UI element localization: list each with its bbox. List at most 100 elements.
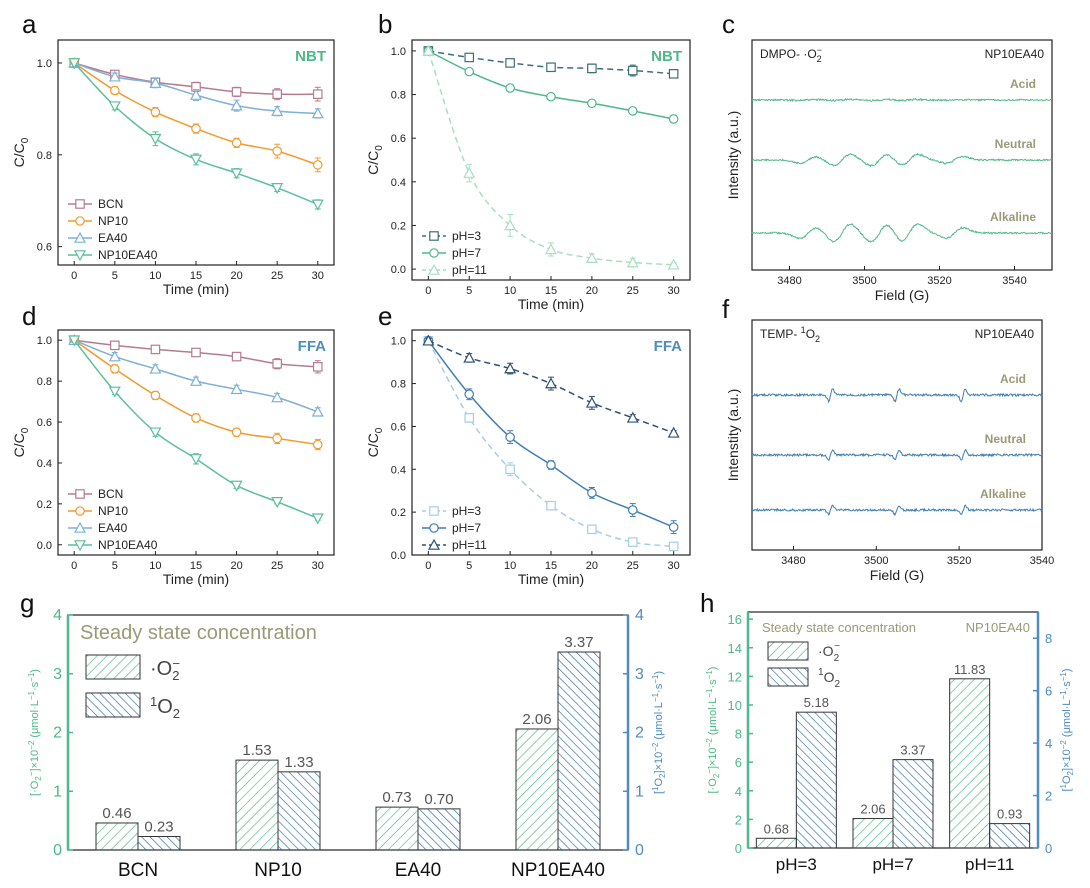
epr-trace-alkaline bbox=[751, 223, 1053, 243]
legend-label: NP10EA40 bbox=[98, 538, 158, 552]
bar-superoxide bbox=[852, 818, 894, 849]
legend-o: O bbox=[157, 696, 173, 718]
right-tick-label: 1 bbox=[635, 783, 644, 800]
bar-singlet-oxygen bbox=[277, 771, 321, 851]
category-label: pH=7 bbox=[872, 855, 913, 874]
right-tick-label: 6 bbox=[1045, 684, 1052, 699]
x-tick-label: 3480 bbox=[781, 555, 805, 567]
data-point bbox=[149, 427, 162, 439]
axis-label-part: O bbox=[653, 778, 665, 787]
bar-value-label: 11.83 bbox=[954, 662, 986, 677]
data-point bbox=[110, 364, 120, 374]
y-axis-label: C/C0 bbox=[365, 427, 385, 457]
trace-label: Acid bbox=[1010, 77, 1036, 91]
legend-swatch bbox=[85, 654, 141, 680]
y-tick-label: 0.6 bbox=[37, 242, 52, 254]
axis-label-part: −2 bbox=[705, 738, 714, 748]
left-tick-label: 16 bbox=[728, 612, 742, 627]
legend-subscript: 2 bbox=[834, 679, 840, 690]
left-tick-label: 4 bbox=[53, 607, 62, 624]
x-tick-label: 30 bbox=[312, 270, 324, 282]
axis-label-part: (μmol·L bbox=[707, 698, 719, 739]
data-point bbox=[271, 183, 284, 195]
data-point bbox=[667, 258, 680, 270]
y-tick-label: 0.4 bbox=[37, 458, 52, 470]
right-tick-label: 8 bbox=[1045, 631, 1052, 646]
legend-label: NP10 bbox=[98, 504, 128, 518]
y-axis-label: C/C0 bbox=[11, 137, 31, 167]
data-point bbox=[464, 52, 475, 63]
axis-label-part: ) bbox=[29, 669, 41, 673]
series-EA40 bbox=[68, 333, 324, 417]
axis-label-part: [ bbox=[653, 791, 665, 794]
x-tick-label: 10 bbox=[504, 560, 516, 572]
bar-superoxide bbox=[515, 728, 559, 851]
bar-singlet-oxygen bbox=[417, 808, 461, 851]
x-tick-label: 10 bbox=[504, 285, 516, 297]
data-point bbox=[546, 91, 556, 102]
data-point bbox=[189, 88, 203, 100]
legend-marker bbox=[75, 199, 85, 209]
right-tick-label: 4 bbox=[635, 607, 644, 624]
series-line bbox=[427, 340, 674, 528]
axis-label-part: (μmol·L bbox=[653, 702, 665, 743]
axis-label-part: −2 bbox=[1059, 740, 1068, 750]
x-tick-label: 20 bbox=[586, 560, 598, 572]
legend-label: BCN bbox=[98, 487, 123, 501]
axis-label-part: −1 bbox=[27, 672, 36, 682]
data-point bbox=[231, 351, 242, 362]
axis-label-part: ) bbox=[707, 667, 719, 671]
y-tick-label: 0.8 bbox=[391, 379, 406, 391]
axis-label-part: −2 bbox=[27, 740, 36, 750]
data-point bbox=[108, 101, 121, 113]
axis-label-part: ]×10 bbox=[653, 752, 665, 774]
x-tick-label: 0 bbox=[71, 560, 77, 572]
left-tick-label: 10 bbox=[728, 698, 742, 713]
data-point bbox=[311, 513, 324, 525]
series-line bbox=[427, 50, 674, 266]
legend-item: BCN bbox=[68, 487, 123, 501]
legend-label: pH=7 bbox=[452, 521, 481, 535]
trace-label: Alkaline bbox=[990, 210, 1036, 224]
data-point bbox=[544, 243, 558, 255]
legend-item: BCN bbox=[68, 197, 123, 211]
data-point bbox=[587, 98, 597, 109]
left-axis-label: [·O2−]×10−2 (μmol·L−1·s−1) bbox=[27, 669, 43, 796]
epr-trace-acid bbox=[751, 97, 1053, 102]
data-point bbox=[311, 405, 324, 417]
right-tick-label: 0 bbox=[635, 842, 644, 859]
x-tick-label: 10 bbox=[149, 270, 161, 282]
legend-superscript: 1 bbox=[150, 694, 157, 709]
data-point bbox=[626, 411, 639, 423]
legend-label: pH=3 bbox=[452, 229, 481, 243]
axis-label-part: −1 bbox=[27, 690, 36, 700]
title-o: O bbox=[806, 327, 815, 341]
series-NP10EA40 bbox=[68, 335, 324, 525]
legend-label: 1O2 bbox=[818, 667, 840, 690]
legend-subscript: 2 bbox=[834, 653, 840, 664]
data-point bbox=[149, 76, 162, 88]
axis-label-part: [ bbox=[1061, 788, 1073, 791]
x-tick-label: 5 bbox=[466, 560, 472, 572]
x-tick-label: 30 bbox=[668, 560, 680, 572]
legend-subscript: 2 bbox=[172, 668, 179, 683]
y-axis-label-subscript: 0 bbox=[374, 427, 385, 433]
data-point bbox=[110, 340, 120, 351]
reagent-tag: FFA bbox=[298, 338, 326, 355]
data-point bbox=[271, 391, 284, 403]
data-point bbox=[422, 44, 435, 56]
bar-value-label: 2.06 bbox=[522, 711, 551, 728]
epr-trace-alkaline bbox=[751, 504, 1043, 517]
category-label: BCN bbox=[118, 860, 158, 881]
trace-label: Neutral bbox=[985, 432, 1026, 446]
x-tick-label: 25 bbox=[271, 560, 283, 572]
data-point bbox=[504, 219, 517, 231]
axis-label-part: ]×10 bbox=[29, 750, 41, 772]
panel-label-b: b bbox=[378, 9, 392, 39]
axis-label-part: ·s bbox=[1061, 681, 1073, 691]
axis-label-part: 2 bbox=[658, 773, 667, 778]
x-tick-label: 5 bbox=[466, 285, 472, 297]
title-superscript: − bbox=[817, 45, 822, 55]
legend-marker bbox=[427, 538, 441, 550]
axis-label-part: 2 bbox=[34, 776, 43, 781]
